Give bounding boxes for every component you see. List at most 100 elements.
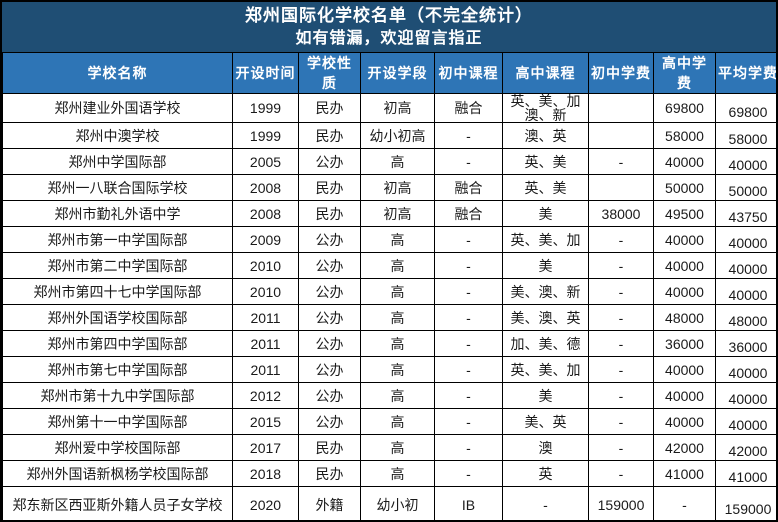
cell-open-year: 2008	[232, 174, 299, 201]
cell-senior-course: 英、美、加	[502, 356, 589, 383]
cell-junior-course: -	[434, 252, 503, 279]
cell-school-nature: 公办	[298, 382, 361, 409]
cell-school-nature: 外籍	[298, 486, 361, 520]
cell-avg-fee: 40000	[715, 278, 776, 305]
cell-senior-course: 美	[502, 200, 589, 227]
cell-senior-course: 美	[502, 252, 589, 279]
table-row: 郑州市第二中学国际部 2010 公办 高 - 美 - 40000 40000	[2, 252, 776, 279]
cell-school-name: 郑州建业外国语学校	[2, 93, 233, 123]
cell-school-nature: 公办	[298, 278, 361, 305]
cell-senior-course: 英	[502, 460, 589, 487]
cell-avg-fee: 50000	[715, 174, 776, 201]
cell-stages: 高	[360, 226, 435, 253]
cell-school-name: 郑州爱中学校国际部	[2, 434, 233, 461]
cell-junior-course: -	[434, 304, 503, 331]
cell-school-name: 郑州市第二中学国际部	[2, 252, 233, 279]
cell-senior-course: 英、美、加	[502, 226, 589, 253]
cell-stages: 高	[360, 148, 435, 175]
table-row: 郑州市第四十七中学国际部 2010 公办 高 - 美、澳、新 - 40000 4…	[2, 278, 776, 305]
cell-school-name: 郑州市第十九中学国际部	[2, 382, 233, 409]
col-header-school-name: 学校名称	[2, 52, 233, 94]
cell-open-year: 1999	[232, 122, 299, 149]
cell-senior-fee: 49500	[653, 200, 716, 227]
cell-senior-course: 加、美、德	[502, 330, 589, 357]
cell-avg-fee: 40000	[715, 408, 776, 435]
cell-senior-course: 澳	[502, 434, 589, 461]
cell-stages: 高	[360, 434, 435, 461]
cell-senior-course: 澳、英	[502, 122, 589, 149]
cell-avg-fee: 40000	[715, 226, 776, 253]
cell-junior-course: -	[434, 382, 503, 409]
cell-senior-fee: 36000	[653, 330, 716, 357]
cell-junior-course: -	[434, 278, 503, 305]
table-row: 郑州中学国际部 2005 公办 高 - 英、美 - 40000 40000	[2, 148, 776, 175]
table-row: 郑州第十一中学国际部 2015 公办 高 - 美、英 - 40000 40000	[2, 408, 776, 435]
col-header-stages: 开设学段	[360, 52, 435, 94]
col-header-senior-fee: 高中学费	[653, 52, 716, 94]
cell-stages: 高	[360, 408, 435, 435]
cell-stages: 高	[360, 356, 435, 383]
cell-senior-fee: 40000	[653, 226, 716, 253]
cell-junior-fee: -	[588, 148, 654, 175]
cell-open-year: 2011	[232, 330, 299, 357]
table-row: 郑州市第十九中学国际部 2012 公办 高 - 美 - 40000 40000	[2, 382, 776, 409]
cell-junior-fee: -	[588, 356, 654, 383]
cell-senior-fee: 40000	[653, 382, 716, 409]
cell-senior-fee: 50000	[653, 174, 716, 201]
cell-open-year: 2009	[232, 226, 299, 253]
cell-junior-fee: -	[588, 252, 654, 279]
cell-open-year: 2017	[232, 434, 299, 461]
cell-senior-course: 英、美、加 澳、新	[502, 93, 589, 123]
cell-avg-fee: 42000	[715, 434, 776, 461]
table-row: 郑州市第一中学国际部 2009 公办 高 - 英、美、加 - 40000 400…	[2, 226, 776, 253]
table-row: 郑州建业外国语学校 1999 民办 初高 融合 英、美、加 澳、新 69800 …	[2, 93, 776, 123]
cell-junior-course: -	[434, 434, 503, 461]
cell-school-nature: 公办	[298, 356, 361, 383]
cell-avg-fee: 40000	[715, 148, 776, 175]
col-header-avg-fee: 平均学费	[715, 52, 776, 94]
cell-school-nature: 民办	[298, 200, 361, 227]
cell-stages: 高	[360, 382, 435, 409]
cell-open-year: 2008	[232, 200, 299, 227]
cell-senior-fee: 40000	[653, 252, 716, 279]
cell-stages: 高	[360, 304, 435, 331]
cell-junior-fee: -	[588, 330, 654, 357]
cell-school-nature: 民办	[298, 93, 361, 123]
cell-school-name: 郑州外国语学校国际部	[2, 304, 233, 331]
cell-stages: 高	[360, 460, 435, 487]
title-line-1: 郑州国际化学校名单（不完全统计）	[245, 5, 533, 25]
cell-senior-fee: 58000	[653, 122, 716, 149]
cell-school-name: 郑州市第七中学国际部	[2, 356, 233, 383]
cell-senior-course: 美、澳、英	[502, 304, 589, 331]
cell-junior-course: -	[434, 408, 503, 435]
col-header-junior-fee: 初中学费	[588, 52, 654, 94]
cell-school-name: 郑州中学国际部	[2, 148, 233, 175]
cell-avg-fee: 41000	[715, 460, 776, 487]
cell-school-nature: 民办	[298, 174, 361, 201]
cell-school-nature: 公办	[298, 226, 361, 253]
cell-stages: 高	[360, 330, 435, 357]
cell-senior-course: 美	[502, 382, 589, 409]
cell-junior-fee: -	[588, 382, 654, 409]
cell-school-name: 郑州第十一中学国际部	[2, 408, 233, 435]
cell-school-name: 郑州市第一中学国际部	[2, 226, 233, 253]
cell-junior-course: -	[434, 122, 503, 149]
cell-avg-fee: 40000	[715, 252, 776, 279]
title-line-2: 如有错漏，欢迎留言指正	[295, 29, 483, 47]
cell-avg-fee: 58000	[715, 122, 776, 149]
cell-junior-course: 融合	[434, 200, 503, 227]
cell-senior-fee: 42000	[653, 434, 716, 461]
cell-senior-fee: 40000	[653, 408, 716, 435]
table-title: 郑州国际化学校名单（不完全统计） 如有错漏，欢迎留言指正	[2, 2, 776, 52]
cell-open-year: 2015	[232, 408, 299, 435]
col-header-open-year: 开设时间	[232, 52, 299, 94]
cell-stages: 初高	[360, 200, 435, 227]
cell-school-name: 郑州市第四十七中学国际部	[2, 278, 233, 305]
cell-junior-fee: -	[588, 408, 654, 435]
table-row: 郑州一八联合国际学校 2008 民办 初高 融合 英、美 50000 50000	[2, 174, 776, 201]
cell-senior-course: 英、美	[502, 174, 589, 201]
cell-open-year: 2010	[232, 252, 299, 279]
cell-school-name: 郑州中澳学校	[2, 122, 233, 149]
cell-avg-fee: 48000	[715, 304, 776, 331]
